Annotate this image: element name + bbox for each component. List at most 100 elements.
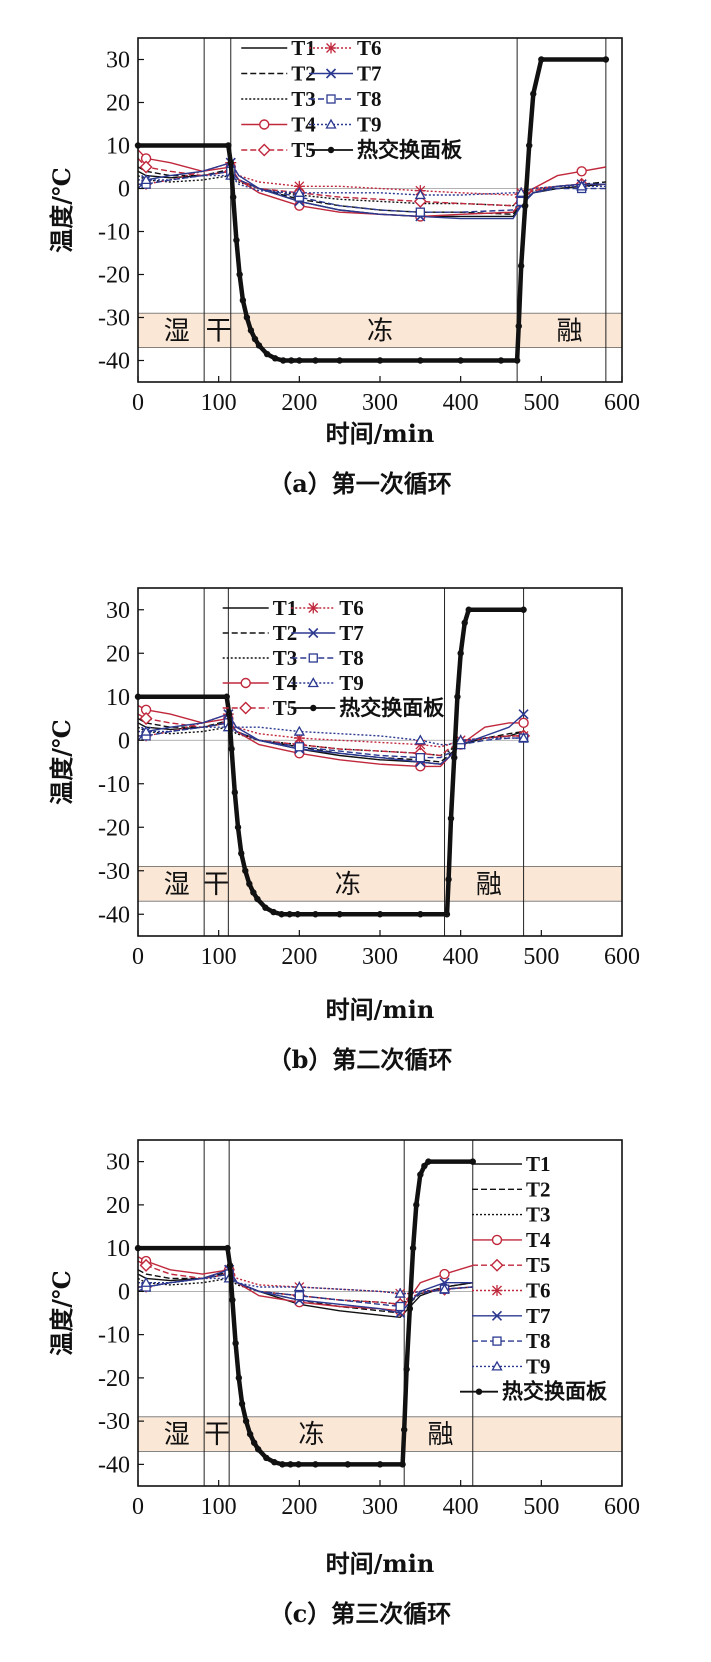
legend-entry-9: T9: [309, 113, 382, 137]
data-point: [238, 1400, 246, 1408]
data-point: [234, 824, 242, 831]
legend-label: T9: [339, 671, 364, 695]
y-tick-label: 20: [106, 1193, 130, 1219]
x-axis-label: 时间/min: [326, 995, 435, 1024]
data-point: [461, 619, 468, 626]
data-point: [293, 186, 305, 197]
x-tick-label: 300: [362, 390, 398, 416]
x-tick-label: 500: [523, 390, 559, 416]
y-tick-label: 30: [106, 48, 130, 74]
y-tick-label: -10: [98, 1323, 130, 1349]
series-line: [137, 157, 606, 207]
phase-label: 湿: [164, 316, 190, 346]
y-tick-label: -10: [98, 772, 130, 798]
data-point: [246, 1430, 254, 1438]
x-tick-label: 0: [132, 390, 144, 416]
legend-label: T6: [357, 36, 382, 60]
legend-marker: [491, 1234, 503, 1246]
legend-label: T9: [357, 113, 382, 137]
data-point: [296, 357, 303, 364]
data-point: [270, 908, 277, 916]
data-point: [242, 1417, 250, 1425]
data-point: [457, 650, 464, 657]
data-point: [287, 1461, 294, 1468]
legend-label: T7: [339, 621, 364, 645]
data-point: [576, 166, 587, 177]
legend-marker: [239, 701, 253, 715]
phase-label: 湿: [164, 870, 190, 900]
legend-entry-7: T7: [291, 621, 364, 645]
data-point: [294, 742, 304, 752]
legend-entry-5: T5: [222, 696, 297, 720]
legend-label: T1: [273, 596, 298, 620]
data-point: [140, 725, 152, 736]
data-point: [376, 357, 384, 364]
data-point: [139, 160, 153, 174]
legend-entry-6: T6: [472, 1279, 551, 1303]
data-point: [394, 1287, 406, 1298]
legend-marker: [475, 1388, 483, 1395]
data-point: [530, 90, 537, 98]
data-point: [293, 180, 305, 192]
phase-label: 干: [206, 316, 232, 346]
data-point: [223, 693, 230, 700]
series-line: [138, 713, 524, 748]
data-point: [344, 1461, 351, 1468]
chart-panel-3: 湿干冻融0 100 200 300 400 500 6003020100-10-20-30-…: [47, 1139, 640, 1628]
data-point: [445, 876, 452, 883]
series-3: [137, 174, 606, 207]
data-point: [225, 142, 232, 149]
data-point: [227, 159, 234, 166]
data-point: [226, 1262, 234, 1269]
data-point: [233, 236, 240, 244]
legend-marker: [307, 602, 319, 614]
data-point: [522, 202, 529, 209]
data-point: [224, 1244, 231, 1252]
legend-label: 热交换面板: [339, 696, 445, 720]
data-point: [239, 297, 247, 304]
legend-marker: [325, 68, 337, 79]
legend-label: T8: [339, 646, 364, 670]
legend-marker: [326, 94, 336, 104]
series-line: [137, 1260, 473, 1306]
data-point: [280, 357, 287, 364]
legend-entry-8: T8: [472, 1329, 551, 1353]
phase-band: [137, 866, 623, 902]
legend-entry-10: 热交换面板: [460, 1380, 608, 1404]
data-point: [254, 1446, 262, 1453]
x-tick-label: 400: [443, 390, 479, 416]
data-point: [229, 193, 237, 201]
data-point: [312, 911, 319, 918]
x-tick-label: 200: [281, 1494, 317, 1520]
data-point: [139, 1258, 153, 1272]
data-point: [293, 1281, 305, 1292]
x-tick-label: 200: [281, 944, 317, 970]
data-point: [517, 732, 530, 743]
data-point: [236, 271, 243, 278]
phase-label: 冻: [335, 870, 361, 900]
data-point: [513, 357, 521, 364]
legend-entry-10: 热交换面板: [309, 138, 463, 162]
series-10: [134, 56, 610, 364]
data-point: [451, 754, 458, 761]
legend-entry-2: T2: [241, 62, 316, 86]
panel-caption: （c）第三次循环: [269, 1599, 452, 1628]
phase-label: 干: [203, 870, 229, 900]
data-point: [242, 867, 249, 874]
legend-label: T8: [526, 1329, 551, 1353]
data-point: [518, 709, 529, 720]
x-tick-label: 300: [362, 944, 398, 970]
data-point: [438, 1283, 451, 1294]
y-tick-label: 30: [106, 598, 130, 624]
series-line: [138, 57, 606, 363]
data-point: [413, 1201, 420, 1209]
phase-label: 冻: [367, 316, 393, 346]
legend-entry-4: T4: [222, 671, 298, 695]
data-point: [497, 357, 505, 364]
data-point: [395, 1301, 405, 1312]
data-point: [465, 606, 472, 613]
legend-entry-1: T1: [222, 596, 298, 620]
x-tick-label: 500: [523, 944, 559, 970]
x-tick-label: 200: [281, 390, 317, 416]
